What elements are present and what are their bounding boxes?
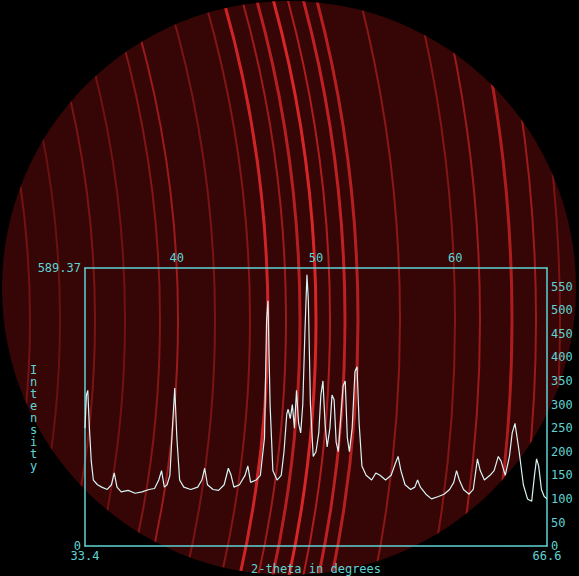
svg-text:100: 100	[551, 492, 573, 506]
svg-text:t: t	[30, 447, 38, 461]
svg-text:0: 0	[551, 539, 559, 554]
svg-text:0: 0	[73, 539, 81, 554]
svg-text:500: 500	[551, 303, 573, 317]
svg-text:y: y	[30, 459, 37, 473]
svg-text:s: s	[30, 423, 38, 437]
svg-text:66.6: 66.6	[533, 549, 562, 563]
svg-text:150: 150	[551, 468, 573, 482]
svg-text:350: 350	[551, 374, 573, 388]
svg-text:I: I	[30, 363, 38, 377]
svg-text:550: 550	[551, 280, 573, 294]
svg-text:400: 400	[551, 350, 573, 364]
svg-text:200: 200	[551, 445, 573, 459]
svg-text:50: 50	[551, 516, 565, 530]
svg-text:33.4: 33.4	[71, 549, 100, 563]
svg-text:40: 40	[170, 251, 184, 265]
svg-text:589.37: 589.37	[38, 261, 81, 275]
svg-text:n: n	[30, 375, 38, 389]
svg-text:2-theta in degrees: 2-theta in degrees	[251, 562, 381, 576]
svg-text:i: i	[30, 435, 38, 449]
svg-text:250: 250	[551, 421, 573, 435]
svg-text:300: 300	[551, 398, 573, 412]
svg-text:50: 50	[309, 251, 323, 265]
svg-text:60: 60	[448, 251, 462, 265]
svg-text:n: n	[30, 411, 38, 425]
svg-text:450: 450	[551, 327, 573, 341]
svg-text:e: e	[30, 399, 38, 413]
svg-text:t: t	[30, 387, 38, 401]
